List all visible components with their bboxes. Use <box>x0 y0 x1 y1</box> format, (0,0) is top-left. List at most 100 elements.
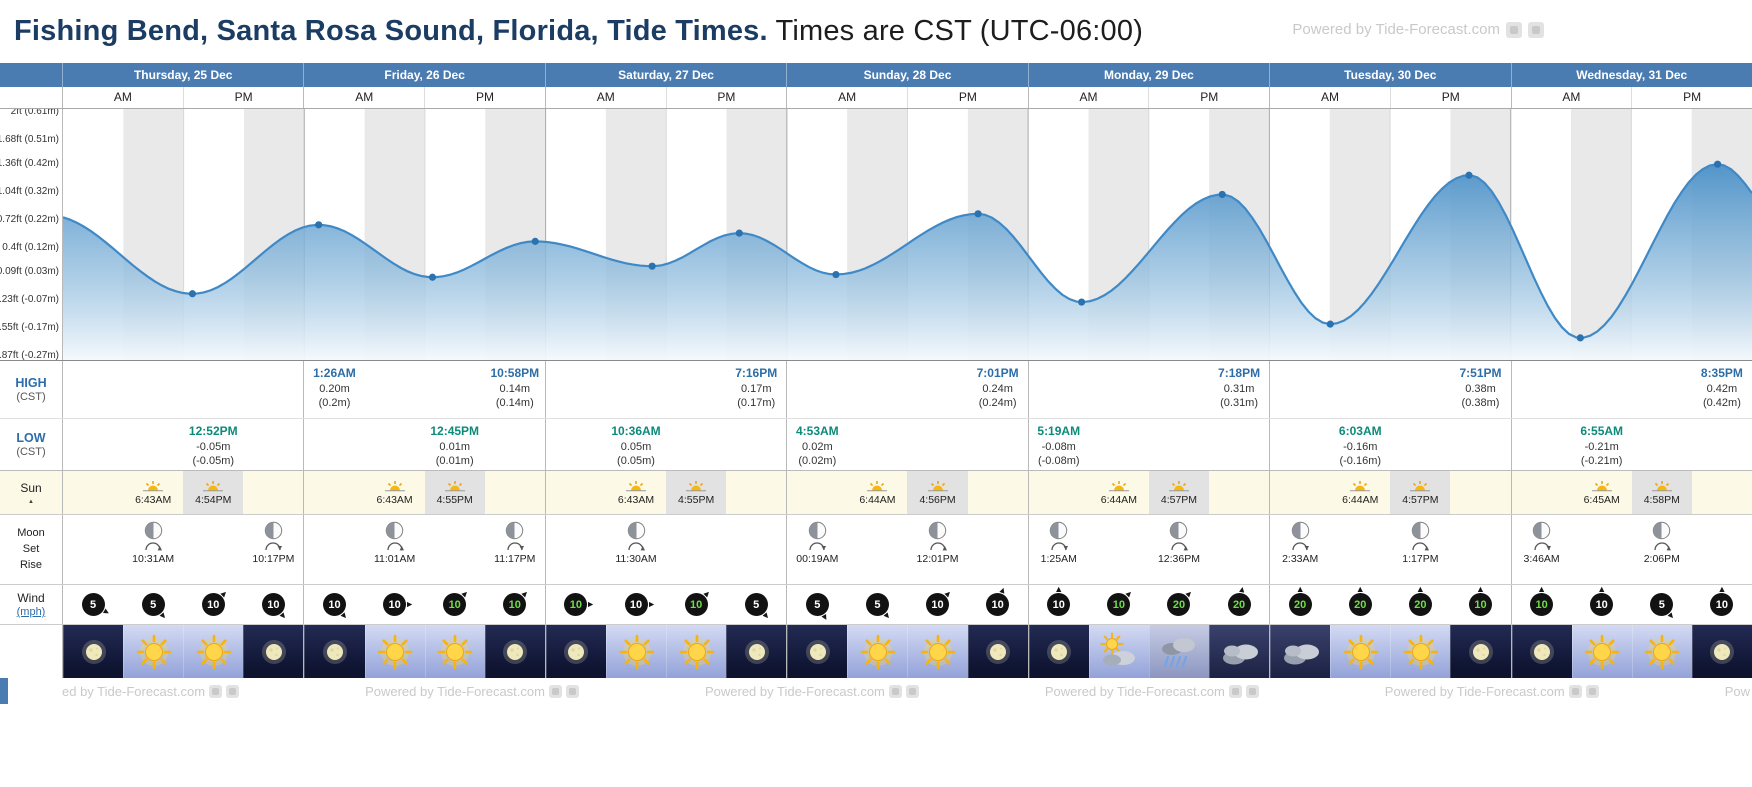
footer-watermark-text[interactable]: Powered by Tide-Forecast.com <box>1044 683 1225 699</box>
footer-watermark-text[interactable]: Powered by Tide-Forecast.com <box>1384 683 1565 699</box>
watermark-icon[interactable] <box>1506 21 1522 38</box>
high-tide-cell <box>123 361 183 418</box>
wind-speed: 20 <box>1227 593 1251 616</box>
moonset-icon <box>1533 542 1551 551</box>
sunset-time: 4:56PM <box>919 493 956 506</box>
sun-cloud-icon <box>1100 632 1136 665</box>
wind-speed: 10 <box>1468 593 1492 616</box>
watermark-icon[interactable] <box>1228 684 1242 698</box>
high-tide-cell: 8:35PM 0.42m (0.42m) <box>1692 361 1752 418</box>
high-timezone-label: (CST) <box>16 391 46 403</box>
footer-watermark[interactable]: Pow <box>1725 684 1750 699</box>
moon-cell <box>1209 515 1269 584</box>
high-tide-cell <box>847 361 907 418</box>
footer-watermark-text[interactable]: ed by Tide-Forecast.com <box>62 683 206 699</box>
watermark-icon[interactable] <box>1568 684 1582 698</box>
footer-watermark[interactable]: Powered by Tide-Forecast.com <box>1385 684 1599 699</box>
low-tide-cell <box>1450 419 1510 470</box>
watermark-icon[interactable] <box>1528 21 1544 38</box>
header-watermark[interactable]: Powered by Tide-Forecast.com <box>1292 21 1544 38</box>
footer-watermark[interactable]: Powered by Tide-Forecast.com <box>705 684 919 699</box>
low-tide-cell <box>968 419 1028 470</box>
moon-cell <box>968 515 1028 584</box>
wind-speed: 10 <box>1590 593 1614 616</box>
sun-icon <box>679 634 714 669</box>
sunrise-icon <box>384 480 405 491</box>
sun-row-header: Sun <box>0 471 62 514</box>
tide-extreme-dot <box>648 262 656 270</box>
moonrise-icon <box>145 542 163 551</box>
day-column: 12:52PM -0.05m (-0.05m) <box>62 419 303 470</box>
watermark-icon[interactable] <box>226 684 240 698</box>
wind-cell: 5 <box>123 585 183 624</box>
day-header: Thursday, 25 Dec <box>62 63 303 87</box>
watermark-icon[interactable] <box>1585 684 1599 698</box>
wind-units-link[interactable]: (mph) <box>16 606 46 618</box>
tide-extreme-dot <box>1576 334 1584 342</box>
weather-cell <box>424 625 485 678</box>
watermark-icon[interactable] <box>1245 684 1259 698</box>
footer-watermark[interactable]: ed by Tide-Forecast.com <box>62 683 240 699</box>
sunrise-time: 6:45AM <box>1583 493 1620 506</box>
sun-icon <box>136 634 171 669</box>
weather-cell <box>787 625 848 678</box>
rain-icon <box>1162 637 1196 667</box>
moon-icon <box>805 639 830 664</box>
wind-cell: 20 <box>1330 585 1390 624</box>
day-column: 6:43AM 4:54PM <box>62 471 303 514</box>
footer-watermark-text[interactable]: Powered by Tide-Forecast.com <box>704 683 885 699</box>
wind-badge: 20 <box>1408 593 1432 616</box>
day-column: AM PM <box>1027 87 1269 108</box>
sun-cell <box>968 471 1028 514</box>
wind-cell: 10 <box>1572 585 1632 624</box>
moon-set-time: 00:19AM <box>796 553 839 565</box>
sun-icon <box>1403 634 1439 669</box>
low-row-header: LOW (CST) <box>0 419 62 470</box>
wind-cell: 10 <box>243 585 303 624</box>
day-column: 10 10 10 5 <box>544 585 786 624</box>
tide-table: Thursday, 25 Dec Friday, 26 Dec Saturday, … <box>0 63 1752 704</box>
footer-watermark[interactable]: Powered by Tide-Forecast.com <box>1045 684 1259 699</box>
day-column: 4:53AM 0.02m (0.02m) <box>786 419 1027 470</box>
sun-icon <box>437 634 473 669</box>
day-column: 6:44AM 4:57PM <box>1027 471 1269 514</box>
sun-icon <box>377 634 413 669</box>
moon-rise-time: 12:36PM <box>1157 553 1200 565</box>
weather-cell <box>123 625 184 678</box>
day-column: AM PM <box>303 87 544 108</box>
high-tide-height-alt: (0.24m) <box>978 396 1017 409</box>
footer-watermark-text[interactable]: Pow <box>1724 683 1750 699</box>
moon-cell <box>63 515 123 584</box>
y-axis-tick: 0.72ft (0.22m) <box>0 213 59 225</box>
high-tide-cell <box>546 361 606 418</box>
sun-icon <box>1343 634 1379 669</box>
high-tide-cell <box>243 361 303 418</box>
tide-extreme-dot <box>1714 160 1722 168</box>
watermark-icon[interactable] <box>888 684 902 698</box>
watermark-icon[interactable] <box>905 684 919 698</box>
moonset-icon <box>1292 542 1310 551</box>
high-tide-cell <box>1149 361 1209 418</box>
day-column: AM PM <box>62 87 303 108</box>
moon-phase-icon <box>1050 521 1068 540</box>
watermark-icon[interactable] <box>209 684 223 698</box>
low-tide-cell <box>546 419 606 470</box>
footer-watermark-text[interactable]: Powered by Tide-Forecast.com <box>365 683 545 699</box>
moon-cell <box>546 515 606 584</box>
day-header: Wednesday, 31 Dec <box>1510 63 1752 87</box>
sun-cell <box>787 471 847 514</box>
day-column: 1:25AM 12:36PM <box>1027 515 1269 584</box>
watermark-icon[interactable] <box>548 684 562 698</box>
wind-speed: 5 <box>865 593 889 616</box>
footer-watermark[interactable]: Powered by Tide-Forecast.com <box>365 684 579 699</box>
watermark-icon[interactable] <box>565 684 579 698</box>
high-tide-cell <box>183 361 243 418</box>
low-tide-cell <box>365 419 425 470</box>
sunset-icon <box>1168 480 1189 491</box>
high-tide-time: 8:35PM <box>1700 366 1743 380</box>
wind-cell: 20 <box>1390 585 1450 624</box>
moon-cell: 10:31AM <box>123 515 183 584</box>
sun-cell: 4:57PM <box>1390 471 1451 514</box>
header-watermark-text[interactable]: Powered by Tide-Forecast.com <box>1292 21 1500 38</box>
day-column: AM PM <box>1269 87 1510 108</box>
